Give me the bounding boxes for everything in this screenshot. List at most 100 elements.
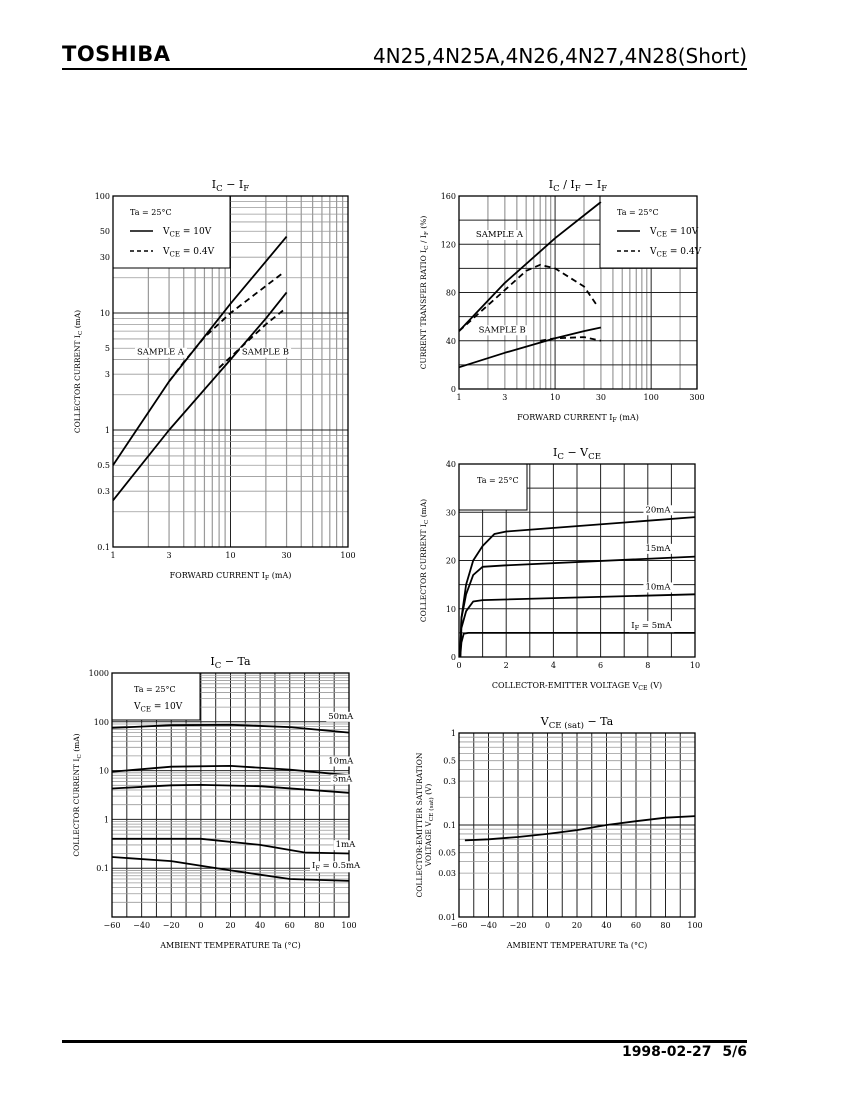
footer-divider	[62, 1040, 747, 1043]
subscript: F	[601, 184, 607, 194]
x-tick-label: 300	[689, 393, 704, 402]
chart-title: IC​ − Ta	[210, 655, 251, 671]
header-divider	[62, 68, 747, 70]
text-part: 60	[285, 921, 295, 930]
text-part: 50mA	[328, 712, 354, 722]
y-tick-label: 100	[95, 192, 110, 201]
plot-frame	[111, 672, 350, 918]
y-tick-label: 0.5	[443, 757, 456, 766]
text-part: COLLECTOR CURRENT I	[73, 335, 82, 433]
x-tick-label: −40	[133, 921, 150, 930]
text-part: 300	[689, 393, 704, 402]
text-part: 3	[167, 551, 172, 560]
x-tick-label: 4	[551, 661, 556, 670]
chart-title: VCE (sat)​ − Ta	[540, 715, 614, 731]
x-tick-label: 20	[225, 921, 235, 930]
text-part: 2	[504, 661, 509, 670]
y-axis-label: COLLECTOR CURRENT IC​ (mA)	[73, 310, 84, 433]
x-tick-label: 100	[644, 393, 659, 402]
text-part: 100	[95, 192, 110, 201]
text-part: I	[631, 621, 634, 631]
annotation-bg	[643, 505, 674, 516]
x-tick-label: 8	[645, 661, 650, 670]
text-part: 100	[340, 551, 355, 560]
x-tick-label: −60	[451, 921, 468, 930]
text-part: AMBIENT TEMPERATURE Ta (°C)	[159, 941, 301, 950]
text-part: Ta = 25°C	[617, 208, 659, 217]
series-annotation: 10mA	[328, 756, 354, 766]
subscript: CE	[657, 229, 668, 238]
text-part: COLLECTOR-EMITTER SATURATION	[415, 752, 424, 897]
annotation-bg	[309, 861, 364, 873]
x-tick-label: 3	[502, 393, 507, 402]
text-part: 0.1	[96, 864, 109, 873]
text-part: V	[540, 715, 550, 728]
subscript: CE	[588, 452, 601, 462]
subscript: CE	[638, 685, 648, 692]
legend-condition: Ta = 25°C	[130, 208, 172, 217]
x-tick-label: 3	[167, 551, 172, 560]
text-part: 0.3	[443, 777, 456, 786]
series-line	[112, 837, 350, 855]
annotation-bg	[134, 347, 187, 358]
text-part: I	[549, 178, 553, 191]
text-part: 1	[451, 729, 456, 738]
text-part: 1	[105, 426, 110, 435]
series-line	[112, 291, 288, 501]
text-part: V	[133, 702, 141, 712]
x-tick-label: 100	[341, 921, 356, 930]
y-tick-label: 0.1	[96, 864, 109, 873]
text-part: 6	[598, 661, 603, 670]
subscript: CE	[170, 249, 181, 258]
text-part: −20	[163, 921, 180, 930]
series-annotation: SAMPLE A	[476, 230, 524, 240]
y-tick-label: 0.3	[443, 777, 456, 786]
text-part: 10mA	[328, 756, 354, 766]
x-tick-label: 2	[504, 661, 509, 670]
x-axis-label: AMBIENT TEMPERATURE Ta (°C)	[159, 941, 301, 950]
y-tick-label: 0.5	[97, 461, 110, 470]
series-annotation: 1mA	[336, 840, 356, 850]
text-part: 0.05	[438, 849, 456, 858]
subscript: CE	[141, 704, 152, 713]
annotation-bg	[473, 230, 526, 241]
series-annotation: SAMPLE A	[137, 348, 185, 358]
text-part: (mA)	[617, 413, 639, 422]
text-part: 30	[446, 508, 456, 517]
text-part: 5	[105, 344, 110, 353]
y-tick-label: 30	[100, 253, 110, 262]
subscript: F	[575, 184, 581, 194]
subscript: F	[635, 624, 640, 632]
text-part: SAMPLE A	[476, 230, 524, 240]
y-tick-label: 0	[451, 385, 456, 394]
chart-1	[112, 195, 349, 548]
series-line	[218, 309, 284, 369]
text-part: − V	[564, 446, 589, 459]
y-tick-label: 1	[105, 426, 110, 435]
text-part: 10mA	[645, 582, 671, 592]
subscript: C	[216, 184, 223, 194]
annotation-bg	[643, 582, 674, 593]
y-tick-label: 50	[100, 227, 110, 236]
y-tick-label: 10	[99, 767, 109, 776]
x-tick-label: 1	[110, 551, 115, 560]
text-part: COLLECTOR CURRENT I	[419, 524, 428, 622]
text-part: − I	[223, 178, 244, 191]
legend-condition: Ta = 25°C	[477, 476, 519, 485]
text-part: = 0.5mA	[320, 861, 361, 871]
legend-box	[111, 672, 201, 721]
text-part: 40	[446, 337, 456, 346]
text-part: AMBIENT TEMPERATURE Ta (°C)	[506, 941, 648, 950]
annotation-bg	[629, 621, 675, 633]
text-part: 120	[441, 240, 456, 249]
text-part: VOLTAGE V	[424, 821, 433, 868]
text-part: 8	[645, 661, 650, 670]
y-tick-label: 120	[441, 240, 456, 249]
x-tick-label: 20	[572, 921, 582, 930]
series-line	[111, 784, 350, 794]
y-tick-label: 0.03	[438, 869, 456, 878]
annotation-bg	[326, 711, 357, 722]
text-part: 20	[446, 557, 456, 566]
y-tick-label: 10	[446, 605, 456, 614]
text-part: 100	[687, 921, 702, 930]
